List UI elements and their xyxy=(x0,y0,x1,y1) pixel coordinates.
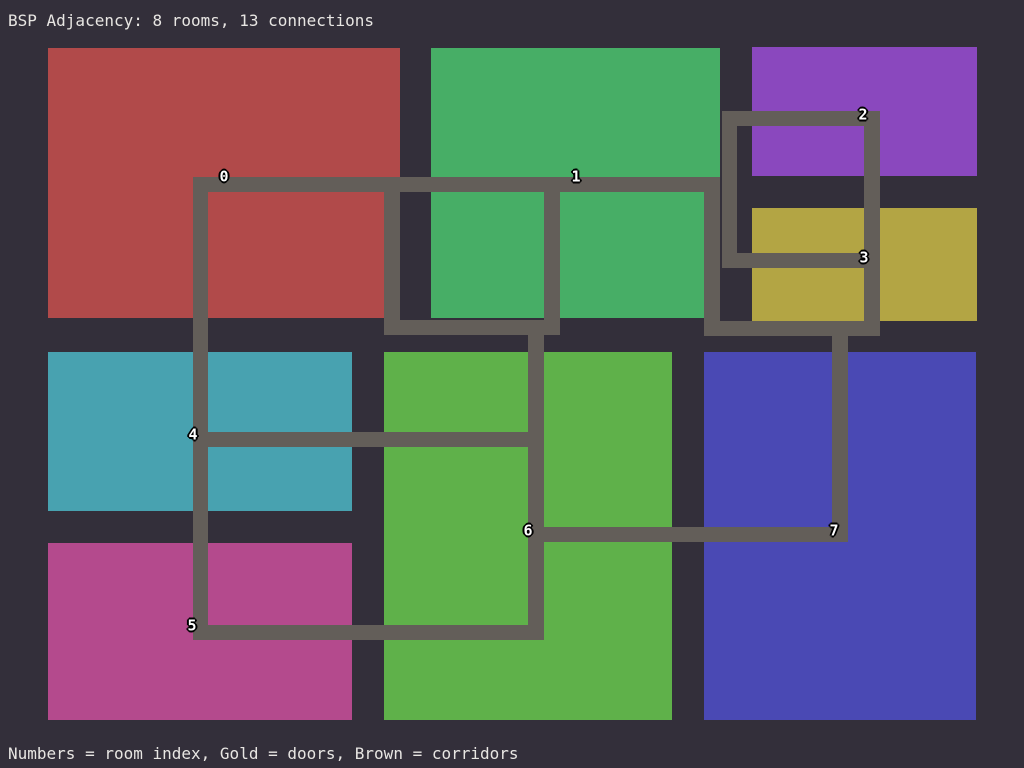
corridor-segment-1 xyxy=(193,177,208,640)
map-title: BSP Adjacency: 8 rooms, 13 connections xyxy=(8,11,375,30)
map-legend: Numbers = room index, Gold = doors, Brow… xyxy=(8,744,519,763)
corridor-segment-15 xyxy=(864,111,880,336)
corridor-segment-7 xyxy=(193,625,544,640)
corridor-segment-4 xyxy=(544,177,560,327)
corridor-segment-13 xyxy=(722,111,737,268)
corridor-segment-2 xyxy=(384,177,400,335)
corridor-segment-9 xyxy=(832,330,848,542)
corridor-segment-8 xyxy=(543,527,848,542)
corridor-segment-3 xyxy=(384,320,560,335)
corridor-segment-0 xyxy=(193,177,720,192)
corridor-segment-11 xyxy=(704,321,880,336)
corridor-segment-10 xyxy=(704,177,720,335)
corridor-segment-12 xyxy=(722,111,880,126)
corridor-segment-6 xyxy=(193,432,528,447)
corridor-segment-14 xyxy=(737,253,880,268)
corridor-segment-5 xyxy=(528,327,544,640)
